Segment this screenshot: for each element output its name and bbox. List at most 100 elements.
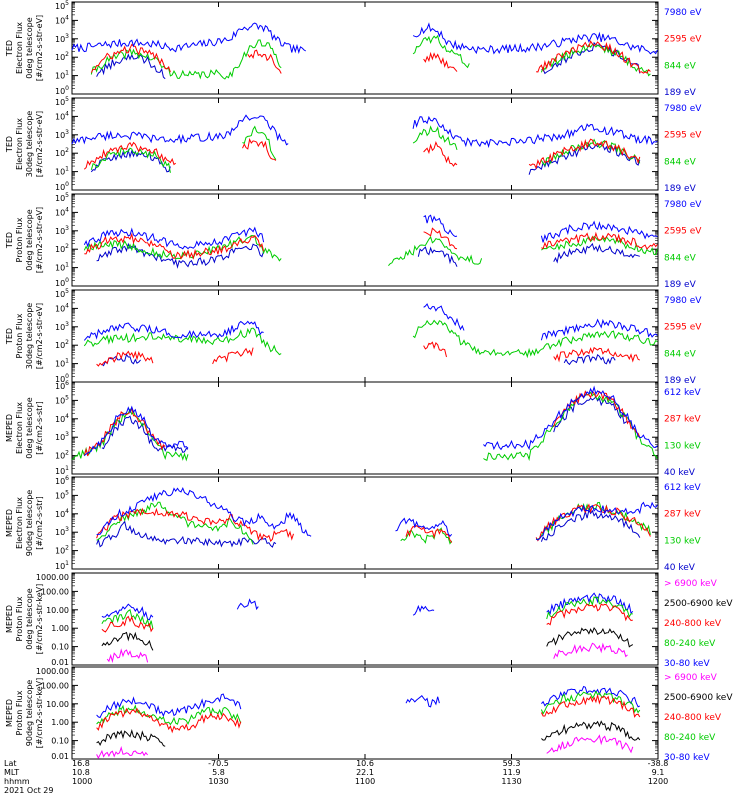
y-tick-label: 1.00 xyxy=(51,718,69,727)
legend-label: 844 eV xyxy=(664,349,697,359)
panel-frame xyxy=(71,1,659,95)
x-axis-row-name: hhmm xyxy=(4,777,30,786)
y-tick-label: 104 xyxy=(55,508,69,519)
x-tick-label: -38.8 xyxy=(648,759,669,768)
y-tick-label: 104 xyxy=(55,413,69,424)
y-axis-label: [#/cm2-s-str] xyxy=(35,496,44,549)
x-tick-label: 9.1 xyxy=(652,768,665,777)
y-axis-label: [#/cm2-s-str-eV] xyxy=(35,303,44,369)
flux-panel: 100 101 102 103 104 105 TED Proton Flux 30deg te… xyxy=(5,288,702,386)
y-axis-label: MEPED xyxy=(5,509,14,537)
y-tick-label: 102 xyxy=(55,243,69,254)
series-trace xyxy=(83,214,658,250)
y-axis-label: 90deg telescope xyxy=(25,680,34,747)
y-tick-label: 100.00 xyxy=(41,587,69,596)
x-tick-label: 5.8 xyxy=(212,768,225,777)
y-tick-label: 106 xyxy=(55,475,69,486)
series-trace xyxy=(96,503,651,543)
legend-label: 2500-6900 keV xyxy=(664,599,733,609)
y-axis-label: Proton Flux xyxy=(15,217,24,262)
panel-frame xyxy=(71,572,659,666)
y-axis-label: TED xyxy=(5,136,14,153)
legend-label: 2595 eV xyxy=(664,35,702,45)
flux-panel: 100 101 102 103 104 105 TED Electron Flux 0deg t… xyxy=(5,0,702,98)
y-tick-label: 0.01 xyxy=(51,752,69,761)
y-tick-label: 101 xyxy=(55,70,69,81)
series-trace xyxy=(71,391,658,462)
y-tick-label: 100 xyxy=(55,373,69,384)
series-trace xyxy=(90,40,651,74)
series-trace xyxy=(96,41,641,80)
series-trace xyxy=(101,626,634,651)
series-trace xyxy=(101,596,633,629)
legend-label: 80-240 keV xyxy=(664,639,716,649)
x-tick-label: 1000 xyxy=(72,777,92,786)
y-tick-label: 104 xyxy=(55,14,69,25)
y-tick-label: 103 xyxy=(55,225,69,236)
legend-label: 287 keV xyxy=(664,510,701,520)
y-axis-label: 0deg telescope xyxy=(25,209,34,270)
y-axis-label: [#/cm2-s-str-eV] xyxy=(35,207,44,273)
x-axis-row-name: Lat xyxy=(4,759,17,768)
series-trace xyxy=(90,142,641,175)
series-trace xyxy=(96,242,640,269)
x-tick-label: 1030 xyxy=(208,777,228,786)
y-tick-label: 100 xyxy=(55,277,69,288)
y-axis-label: MEPED xyxy=(5,605,14,633)
y-tick-label: 101 xyxy=(55,560,69,571)
y-axis-label: Electron Flux xyxy=(15,497,24,549)
legend-label: 30-80 keV xyxy=(664,753,710,763)
legend-label: 7980 eV xyxy=(664,296,702,306)
flux-panel: 101 102 103 104 105 106 MEPED Electron Flux 90de… xyxy=(5,475,701,573)
legend-label: 7980 eV xyxy=(664,104,702,114)
series-trace xyxy=(90,125,641,173)
legend-label: 2595 eV xyxy=(664,131,702,141)
y-axis-label: [#/cm2-s-str-keV] xyxy=(35,678,44,749)
series-trace xyxy=(101,603,633,633)
y-axis-label: TED xyxy=(5,328,14,345)
y-tick-label: 102 xyxy=(55,450,69,461)
y-tick-label: 105 xyxy=(55,96,69,107)
series-trace xyxy=(83,235,658,267)
y-axis-label: 0deg telescope xyxy=(25,397,34,458)
y-axis-label: 0deg telescope xyxy=(25,17,34,78)
series-trace xyxy=(83,385,658,456)
series-trace xyxy=(71,22,658,55)
x-tick-label: 22.1 xyxy=(356,768,374,777)
x-tick-label: 11.9 xyxy=(503,768,521,777)
y-tick-label: 103 xyxy=(55,526,69,537)
y-tick-label: 104 xyxy=(55,302,69,313)
x-tick-label: 59.3 xyxy=(503,759,521,768)
y-tick-label: 101 xyxy=(55,262,69,273)
legend-label: 7980 eV xyxy=(664,200,702,210)
y-axis-label: TED xyxy=(5,232,14,249)
legend-label: 7980 eV xyxy=(664,8,702,18)
y-tick-label: 100 xyxy=(55,181,69,192)
series-trace xyxy=(101,353,616,367)
y-tick-label: 101 xyxy=(55,465,69,476)
series-trace xyxy=(96,501,651,545)
y-tick-label: 105 xyxy=(55,489,69,500)
panel-frame xyxy=(71,97,659,191)
legend-label: 130 keV xyxy=(664,536,701,546)
y-tick-label: 105 xyxy=(55,288,69,299)
legend-label: 2595 eV xyxy=(664,323,702,333)
legend-label: 844 eV xyxy=(664,157,697,167)
legend-label: 844 eV xyxy=(664,61,697,71)
y-axis-label: 90deg telescope xyxy=(25,490,34,557)
y-tick-label: 0.01 xyxy=(51,658,69,667)
y-tick-label: 103 xyxy=(55,321,69,332)
y-tick-label: 103 xyxy=(55,129,69,140)
y-axis-label: Proton Flux xyxy=(15,596,24,641)
series-trace xyxy=(96,690,641,726)
legend-label: 287 keV xyxy=(664,415,701,425)
y-axis-label: MEPED xyxy=(5,414,14,442)
series-trace xyxy=(96,486,658,541)
flux-panel: 0.01 0.10 1.00 10.00 100.00 1000.00 MEPED Proto… xyxy=(5,666,733,763)
legend-label: > 6900 keV xyxy=(664,673,718,683)
panel-frame xyxy=(71,381,659,475)
series-trace xyxy=(90,34,651,80)
flux-panel: 100 101 102 103 104 105 TED Proton Flux 0deg tel… xyxy=(5,192,702,290)
y-axis-label: Proton Flux xyxy=(15,690,24,735)
